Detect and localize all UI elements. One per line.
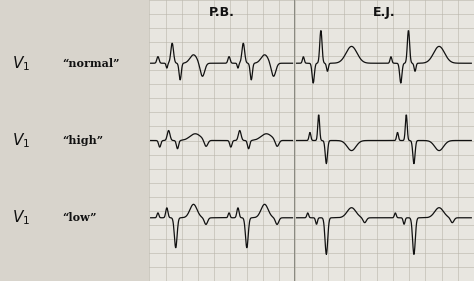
Text: “high”: “high” <box>63 135 104 146</box>
Text: “low”: “low” <box>63 212 97 223</box>
Text: $V_1$: $V_1$ <box>12 209 30 227</box>
Text: $V_1$: $V_1$ <box>12 131 30 150</box>
Text: “normal”: “normal” <box>63 58 120 69</box>
Text: $V_1$: $V_1$ <box>12 54 30 72</box>
Text: E.J.: E.J. <box>373 6 395 19</box>
Text: P.B.: P.B. <box>209 6 235 19</box>
